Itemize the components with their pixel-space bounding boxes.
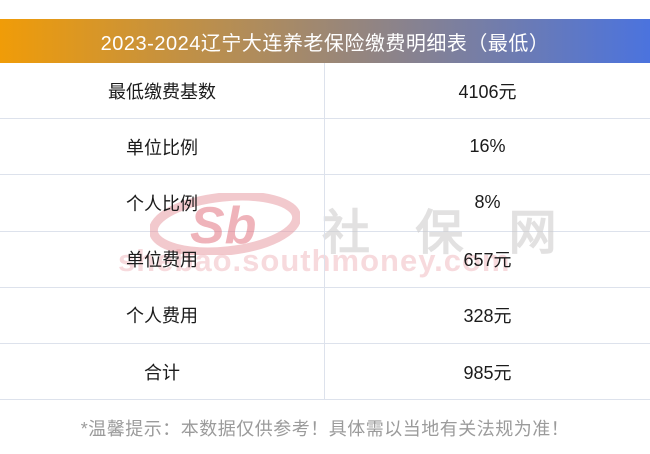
- title-banner: 2023-2024辽宁大连养老保险缴费明细表（最低）: [0, 19, 650, 63]
- footer-note-bar: *温馨提示：本数据仅供参考！具体需以当地有关法规为准！: [0, 401, 650, 454]
- row-value: 985元: [463, 362, 512, 383]
- row-label: 合计: [0, 343, 325, 400]
- table-row: 合计 985元: [0, 343, 650, 401]
- table-row: 单位比例 16%: [0, 119, 650, 176]
- row-label: 最低缴费基数: [0, 63, 325, 119]
- table-row: 最低缴费基数 4106元: [0, 63, 650, 120]
- row-label: 个人比例: [0, 175, 325, 231]
- row-label: 单位费用: [0, 231, 325, 287]
- row-value: 8%: [474, 192, 501, 213]
- row-value: 4106元: [458, 81, 517, 102]
- page-title: 2023-2024辽宁大连养老保险缴费明细表（最低）: [100, 32, 550, 55]
- row-value: 328元: [463, 306, 512, 327]
- table-row: 个人比例 8%: [0, 175, 650, 232]
- row-value: 16%: [469, 136, 506, 157]
- row-label: 单位比例: [0, 119, 325, 175]
- footer-note: *温馨提示：本数据仅供参考！具体需以当地有关法规为准！: [80, 418, 570, 439]
- row-label: 个人费用: [0, 287, 325, 343]
- pension-fee-table: 最低缴费基数 4106元 单位比例 16% 个人比例 8% 单位费用 657元 …: [0, 63, 650, 401]
- table-row: 单位费用 657元: [0, 231, 650, 288]
- table-row: 个人费用 328元: [0, 287, 650, 344]
- row-value: 657元: [463, 250, 512, 271]
